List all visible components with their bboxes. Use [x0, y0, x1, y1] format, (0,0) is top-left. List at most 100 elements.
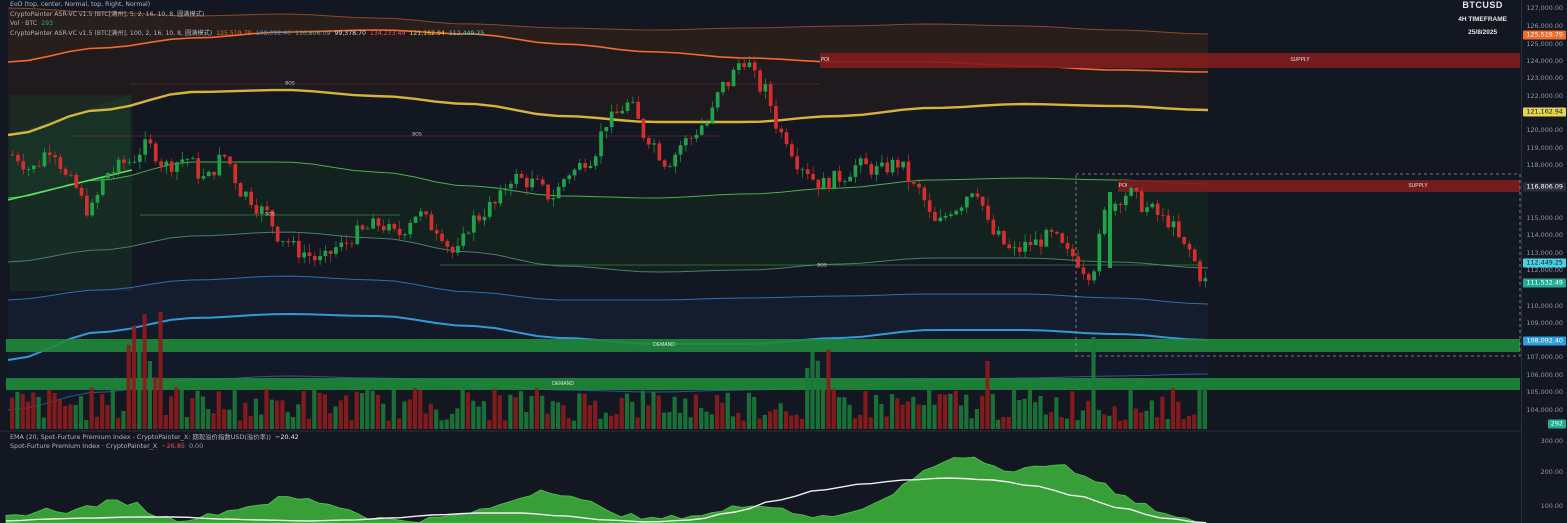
volume-bar — [285, 412, 290, 429]
left-green-wedge — [8, 95, 130, 200]
volume-bar — [852, 418, 857, 429]
candle-body — [1124, 195, 1128, 205]
candle-body — [482, 216, 487, 221]
lowest-band-fill — [8, 314, 1208, 410]
volume-bar — [344, 395, 349, 429]
candle-body — [169, 161, 174, 172]
price-tick: 123,000.00 — [1526, 74, 1563, 82]
candle-body — [148, 139, 153, 144]
price-tag: 108,092.40 — [1523, 336, 1566, 346]
volume-bar — [105, 405, 110, 429]
candle-body — [837, 170, 842, 182]
date-label: 25/8/2025 — [1468, 29, 1498, 36]
volume-bar — [1080, 410, 1085, 429]
legend-line-asr-5[interactable]: CryptoPainter ASR-VC v1.5 (BTC[满州], 5, 2… — [10, 10, 205, 18]
volume-bar — [1096, 410, 1101, 429]
volume-bar — [94, 416, 99, 429]
candle-body — [408, 222, 413, 235]
volume-bar — [248, 415, 253, 429]
volume-bar — [614, 414, 619, 429]
volume-bar — [158, 311, 163, 429]
volume-bar — [863, 391, 868, 429]
premium-legend-value1: −26.85 — [161, 442, 185, 450]
candle-body — [85, 195, 89, 216]
volume-bar — [301, 391, 306, 429]
volume-bar — [216, 391, 221, 429]
volume-bar — [1117, 420, 1123, 429]
volume-bar — [492, 389, 497, 429]
price-tag: 125,519.79 — [1523, 30, 1566, 40]
volume-bar — [921, 405, 926, 429]
volume-bar — [1075, 420, 1080, 429]
volume-bar — [386, 420, 391, 429]
candle-body — [456, 245, 460, 253]
volume-bar — [200, 396, 205, 429]
legend-line-eod[interactable]: EoD (top, center, Normal, top, Right, No… — [10, 1, 151, 8]
candle-body — [768, 84, 773, 106]
candle-body — [90, 202, 94, 216]
candle-body — [350, 243, 354, 245]
price-tick: 125,000.00 — [1526, 40, 1563, 48]
volume-bar — [269, 399, 274, 429]
legend-asr-value-2: 116,806.09 — [295, 29, 331, 37]
price-axis[interactable]: 127,000.00 126,000.00 125,000.00 124,000.00… — [1521, 0, 1567, 523]
volume-bar — [57, 399, 62, 429]
volume-bar — [36, 397, 41, 429]
volume-bar — [858, 414, 863, 429]
volume-bar — [322, 394, 327, 429]
volume-bar — [948, 393, 953, 429]
volume-bar — [964, 394, 969, 429]
volume-bar — [190, 398, 195, 429]
volume-bar — [937, 394, 942, 429]
candle-body — [297, 240, 301, 258]
candle-body — [1097, 233, 1102, 272]
legend-vol-label[interactable]: Vol · BTC — [10, 20, 38, 28]
volume-bar — [1197, 389, 1202, 429]
volume-bar — [137, 341, 142, 429]
demand-label-2: DEMAND — [552, 381, 574, 387]
candle-body — [291, 240, 296, 243]
candle-body — [980, 196, 985, 206]
candle-body — [625, 102, 630, 111]
volume-bar — [116, 417, 121, 429]
candle-body — [922, 187, 927, 201]
ema-legend-label[interactable]: EMA (20, Spot-Furture Premium Index - Cr… — [10, 433, 272, 441]
candle-body — [917, 183, 921, 188]
volume-bar — [1112, 406, 1117, 429]
candle-body — [514, 173, 519, 184]
candle-body — [747, 62, 752, 67]
candle-body — [228, 156, 232, 165]
volume-bar — [259, 414, 264, 429]
volume-bar — [635, 417, 640, 429]
bos-label-4: BOS — [817, 263, 827, 269]
volume-bar — [1160, 396, 1165, 429]
candle-body — [609, 111, 614, 127]
candle-body — [196, 158, 200, 179]
candles-group — [10, 55, 1208, 288]
volume-bar — [1038, 396, 1043, 429]
volume-bar — [847, 404, 852, 429]
volume-bar — [460, 390, 465, 429]
price-tick: 124,000.00 — [1526, 57, 1563, 65]
candle-body — [1166, 215, 1171, 228]
candle-body — [440, 233, 444, 241]
candle-body — [954, 210, 959, 215]
volume-bar — [879, 404, 884, 429]
candle-body — [392, 224, 397, 229]
volume-bar — [810, 351, 815, 429]
volume-bar — [434, 409, 439, 429]
volume-bar — [1043, 414, 1048, 429]
volume-bar — [609, 415, 614, 429]
orange-top-line — [7, 7, 1209, 35]
volume-bar — [932, 404, 937, 429]
candle-body — [1028, 241, 1033, 245]
premium-legend-label[interactable]: Spot-Furture Premium Index · CryptoPaint… — [10, 442, 158, 450]
volume-bar — [1033, 402, 1038, 429]
volume-bar — [1011, 387, 1017, 429]
candle-body — [312, 256, 317, 261]
price-tick: 114,000.00 — [1526, 231, 1563, 239]
legend-line-asr-100[interactable]: CryptoPainter ASR-VC v1.5 (BTC[满州], 100,… — [10, 29, 213, 37]
candle-body — [185, 159, 190, 160]
volume-bar — [179, 387, 184, 429]
